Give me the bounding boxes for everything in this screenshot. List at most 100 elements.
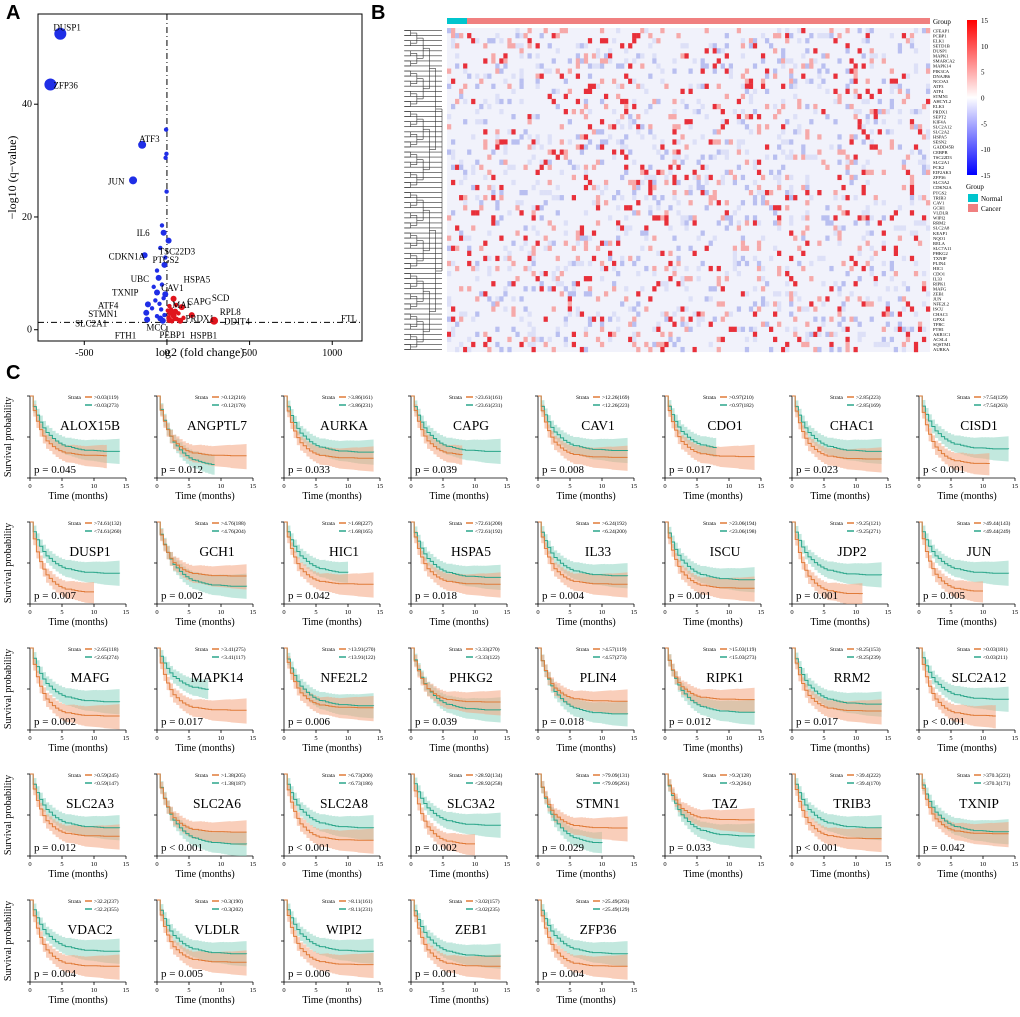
heatmap-cell	[845, 341, 850, 348]
heatmap-cell	[917, 326, 923, 332]
heatmap-cell	[752, 38, 758, 44]
heatmap-cell	[632, 184, 637, 191]
heatmap-cell	[644, 225, 649, 231]
heatmap-cell	[837, 205, 842, 211]
heatmap-cell	[700, 68, 705, 74]
heatmap-cell	[579, 260, 585, 267]
heatmap-cell	[849, 265, 854, 272]
survival-x-tick-label: 5	[314, 861, 317, 868]
heatmap-cell	[909, 255, 915, 262]
heatmap-cell	[616, 83, 621, 89]
heatmap-cell	[587, 286, 593, 292]
heatmap-cell	[612, 265, 617, 272]
heatmap-cell	[511, 240, 516, 246]
survival-ci-band-high	[541, 522, 628, 598]
volcano-label-cav1: CAV1	[161, 283, 183, 293]
heatmap-cell	[740, 38, 746, 44]
heatmap-cell	[664, 83, 669, 89]
survival-x-tick-label: 0	[536, 609, 539, 616]
survival-curve-high	[157, 899, 247, 963]
volcano-label-maf: MAF	[172, 300, 192, 310]
heatmap-cell	[805, 103, 810, 110]
heatmap-cell	[491, 53, 496, 59]
heatmap-cell	[543, 316, 548, 322]
heatmap-cell	[921, 326, 927, 332]
heatmap-cell	[563, 154, 568, 160]
heatmap-cell	[684, 326, 689, 332]
survival-curve-low	[919, 647, 1010, 700]
heatmap-cell	[451, 38, 456, 44]
heatmap-cell	[777, 144, 782, 150]
heatmap-gene-label: NFE2L2	[933, 302, 950, 307]
heatmap-cell	[704, 28, 709, 34]
heatmap-cell	[708, 240, 713, 246]
survival-curve-low	[157, 773, 248, 845]
heatmap-cell	[764, 321, 770, 327]
heatmap-cell	[519, 48, 524, 54]
heatmap-cell	[595, 200, 601, 206]
heatmap-gene-label: PIK3CA	[933, 69, 950, 74]
heatmap-cell	[620, 124, 625, 130]
heatmap-cell	[455, 98, 460, 105]
heatmap-cell	[676, 245, 681, 251]
heatmap-cell	[849, 179, 854, 186]
heatmap-cell	[760, 286, 766, 292]
survival-x-tick-label: 5	[441, 861, 444, 868]
survival-ci-band-high	[414, 648, 501, 716]
volcano-point-down	[163, 255, 168, 260]
heatmap-cell	[913, 124, 919, 130]
heatmap-cell	[455, 245, 460, 251]
heatmap-cell	[487, 154, 492, 160]
heatmap-cell	[756, 220, 762, 226]
heatmap-cell	[603, 184, 609, 191]
heatmap-cell	[612, 109, 617, 115]
heatmap-cell	[777, 109, 782, 115]
heatmap-cell	[756, 129, 762, 135]
heatmap-cell	[587, 88, 593, 95]
heatmap-cell	[756, 190, 762, 196]
heatmap-cell	[740, 291, 746, 297]
survival-legend-high-label: >7.54(129)	[983, 394, 1008, 401]
survival-x-axis-title: Time (months)	[302, 491, 361, 502]
survival-legend-low-label: <12.26(223)	[602, 402, 630, 409]
heatmap-cell	[455, 164, 460, 170]
heatmap-cell	[503, 139, 508, 145]
heatmap-cell	[676, 124, 681, 130]
heatmap-cell	[793, 326, 798, 332]
volcano-point-atf3	[138, 140, 147, 149]
survival-x-tick-label: 10	[472, 735, 479, 742]
heatmap-cell	[664, 179, 669, 186]
heatmap-cell	[853, 93, 858, 100]
heatmap-cell	[551, 88, 556, 95]
heatmap-cell	[708, 286, 713, 292]
heatmap-cell	[583, 43, 589, 49]
heatmap-cell	[829, 144, 834, 150]
heatmap-cell	[463, 346, 468, 353]
heatmap-cell	[680, 316, 685, 322]
survival-gene-name: SLC2A12	[952, 670, 1007, 685]
heatmap-cell	[865, 240, 870, 246]
survival-legend-high-label: >0.03(119)	[94, 394, 119, 401]
heatmap-cell	[660, 215, 665, 221]
heatmap-cell	[668, 276, 673, 282]
heatmap-cell	[535, 43, 540, 49]
heatmap-cell	[495, 341, 500, 348]
heatmap-cell	[885, 311, 890, 317]
heatmap-cell	[849, 134, 854, 140]
heatmap-cell	[716, 129, 721, 135]
heatmap-cell	[813, 58, 818, 64]
heatmap-cell	[773, 245, 778, 251]
survival-strata-title: Strata	[68, 899, 81, 905]
survival-strata-title: Strata	[957, 773, 970, 779]
heatmap-cell	[797, 124, 802, 130]
heatmap-cell	[785, 291, 790, 297]
heatmap-cell	[640, 63, 645, 69]
heatmap-cell	[877, 296, 882, 302]
heatmap-cell	[455, 43, 460, 49]
heatmap-cell	[672, 311, 677, 317]
heatmap-cell	[660, 195, 665, 201]
heatmap-cell	[680, 88, 685, 95]
volcano-point-atf4	[144, 301, 151, 308]
